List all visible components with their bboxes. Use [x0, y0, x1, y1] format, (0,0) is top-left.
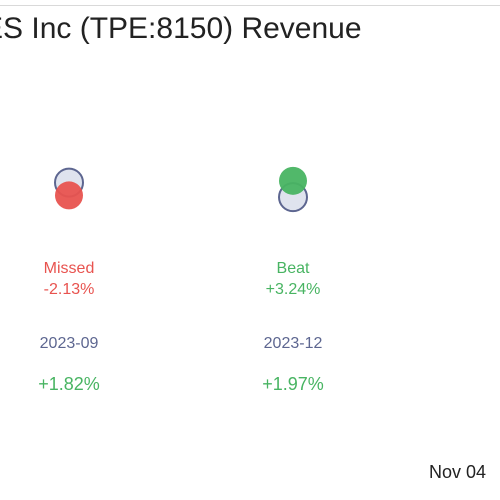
period-label: 2023-09	[40, 335, 99, 352]
actual-marker	[55, 181, 83, 210]
actual-marker	[279, 166, 307, 195]
top-divider	[0, 5, 500, 6]
date-stamp: Nov 04	[429, 462, 487, 482]
yoy-label: +1.82%	[38, 374, 100, 394]
yoy-label: +1.97%	[262, 374, 324, 394]
period-label: 2023-12	[264, 335, 323, 352]
chart-title: OGIES Inc (TPE:8150) Revenue	[0, 12, 362, 45]
surprise-label: +3.24%	[266, 281, 321, 298]
result-label: Missed	[44, 260, 95, 277]
result-label: Beat	[277, 260, 310, 277]
surprise-label: -2.13%	[44, 281, 95, 298]
